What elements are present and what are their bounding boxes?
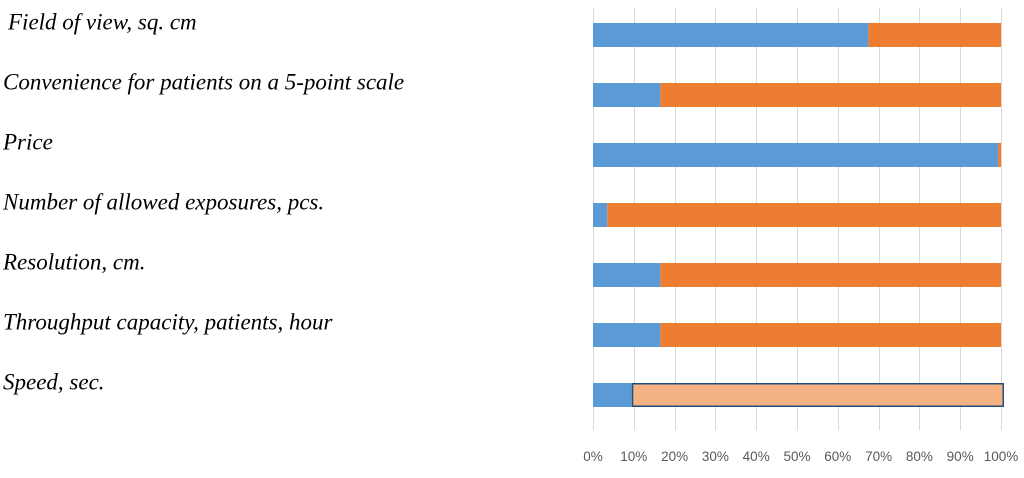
category-label: Throughput capacity, patients, hour xyxy=(3,309,333,334)
bar-segment xyxy=(998,143,1001,167)
category-label: Resolution, cm. xyxy=(2,249,145,274)
category-label: Number of allowed exposures, pcs. xyxy=(2,189,324,214)
bar-segment xyxy=(660,323,1001,347)
bar-segment xyxy=(593,23,869,47)
bars xyxy=(593,23,1004,407)
x-axis-tick-labels: 0% 10% 20% 30% 40% 50% 60% 70% 80% 90% 100% xyxy=(583,449,1018,464)
bar-segment xyxy=(593,83,661,107)
category-label: Convenience for patients on a 5-point sc… xyxy=(3,69,404,94)
bar-segment xyxy=(607,203,1001,227)
x-tick-label: 40% xyxy=(743,449,770,464)
x-tick-label: 60% xyxy=(824,449,851,464)
bar-segment xyxy=(660,263,1001,287)
bar-segment xyxy=(593,203,608,227)
x-tick-label: 30% xyxy=(702,449,729,464)
category-label: Field of view, sq. cm xyxy=(7,9,197,34)
x-tick-label: 50% xyxy=(783,449,810,464)
x-tick-label: 10% xyxy=(620,449,647,464)
x-tick-label: 80% xyxy=(906,449,933,464)
category-label: Price xyxy=(2,129,53,154)
x-tick-label: 100% xyxy=(984,449,1019,464)
x-tick-label: 20% xyxy=(661,449,688,464)
bar-segment xyxy=(631,383,1004,407)
bar-segment xyxy=(868,23,1001,47)
bar-segment xyxy=(593,263,661,287)
x-tick-label: 0% xyxy=(583,449,603,464)
bar-segment xyxy=(593,323,661,347)
bar-segment xyxy=(660,83,1001,107)
x-tick-label: 70% xyxy=(865,449,892,464)
category-labels: Field of view, sq. cm Convenience for pat… xyxy=(2,9,404,394)
bar-segment xyxy=(593,143,999,167)
bar-segment xyxy=(593,383,632,407)
x-tick-label: 90% xyxy=(947,449,974,464)
category-label: Speed, sec. xyxy=(3,369,105,394)
